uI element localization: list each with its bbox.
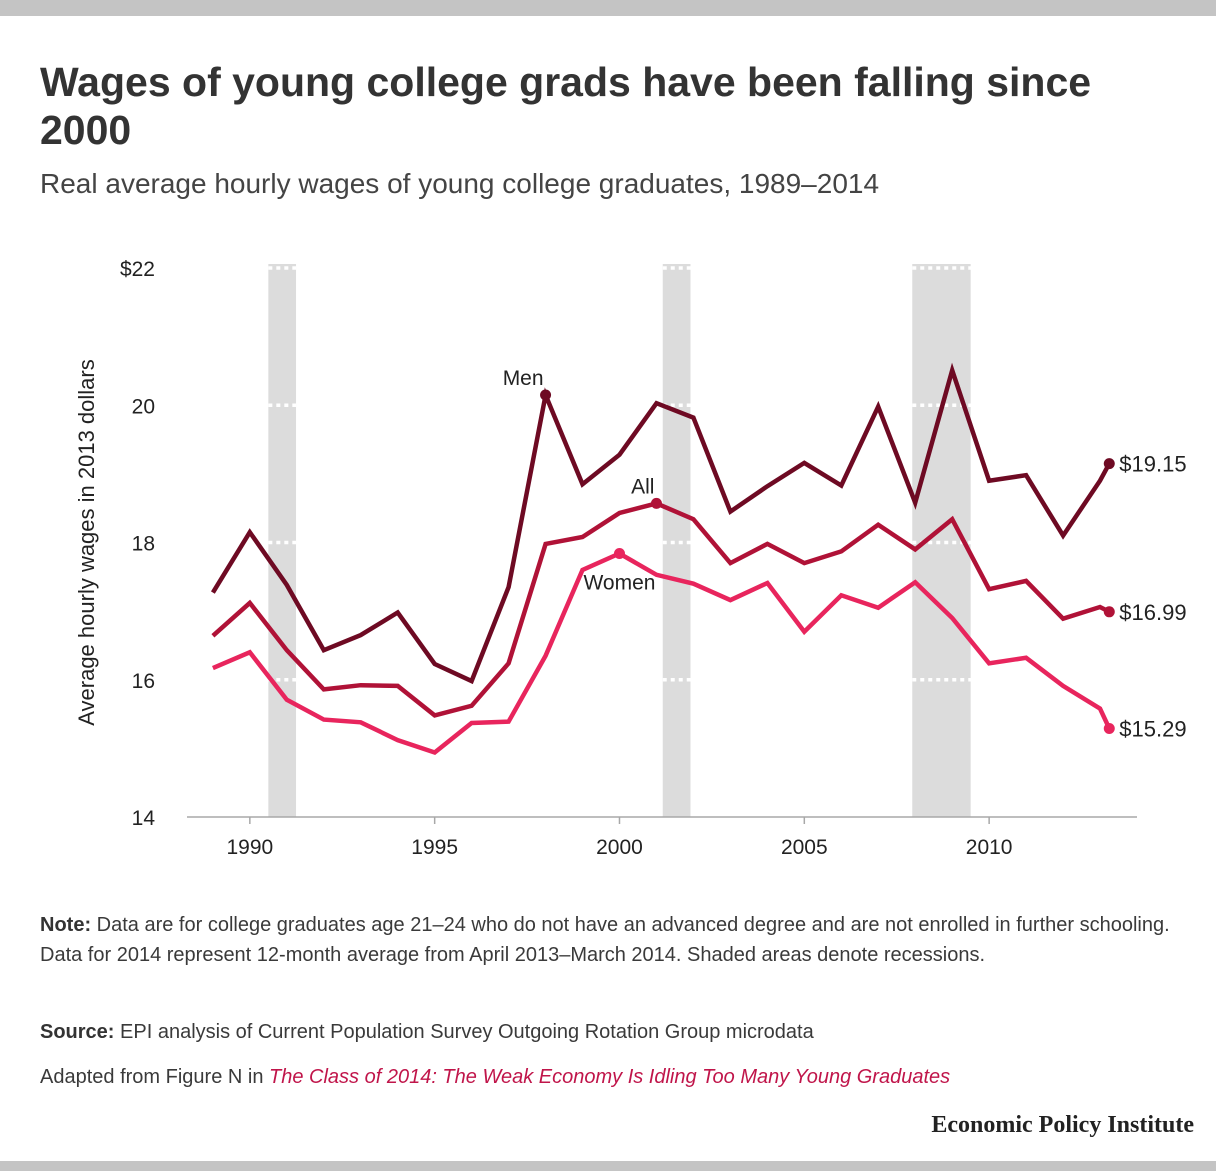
chart-source: Source: EPI analysis of Current Populati… [40,1017,1190,1047]
x-tick-label: 2000 [596,836,643,859]
series-label-all: All [631,475,654,498]
x-tick-label: 2005 [781,836,828,859]
series-line-all [211,501,1111,718]
series-marker-men [540,389,552,401]
recession-band-1 [662,264,691,817]
axes: $22 20 18 16 14 1990 1995 2000 2005 2010 [120,258,1137,859]
recession-bands [268,264,971,817]
end-value-label-women: $15.29 [1119,716,1186,741]
top-border [0,0,1216,16]
note-label: Note: [40,914,92,936]
recession-band-0 [268,264,297,817]
chart-note: Note: Data are for college graduates age… [40,910,1190,970]
report-link[interactable]: The Class of 2014: The Weak Economy Is I… [269,1066,951,1088]
series-marker-women [613,547,625,559]
series-line-men [210,362,1112,685]
x-tick-label: 1990 [226,836,273,859]
series-line-women [212,550,1112,756]
series-label-men: Men [503,367,544,390]
epi-logo-text: Economic Policy Institute [931,1112,1194,1138]
end-value-label-men: $19.15 [1119,452,1186,477]
series-label-women: Women [583,571,655,594]
series-marker-men [1103,458,1115,470]
y-axis-label: Average hourly wages in 2013 dollars [74,359,99,726]
series-lines: Men $19.15 All $16.99 Women $15.29 [210,362,1187,756]
note-text: Data are for college graduates age 21–24… [40,914,1170,966]
y-tick-label: 18 [132,533,155,556]
gridlines [260,266,979,682]
y-tick-label: 14 [132,807,156,830]
line-chart: $22 20 18 16 14 1990 1995 2000 2005 2010 Men $19.1… [74,258,1187,859]
y-tick-label: $22 [120,258,155,281]
series-marker-all [1103,606,1115,618]
bottom-border [0,1161,1216,1171]
adapted-from: Adapted from Figure N in The Class of 20… [40,1062,1190,1092]
series-marker-all [650,497,662,509]
source-text: EPI analysis of Current Population Surve… [114,1021,814,1043]
x-tick-label: 1995 [411,836,458,859]
end-value-label-all: $16.99 [1119,600,1186,625]
adapted-prefix: Adapted from Figure N in [40,1066,269,1088]
series-marker-women [1103,722,1115,734]
y-tick-label: 20 [132,395,155,418]
chart-title: Wages of young college grads have been f… [40,59,1092,153]
y-tick-label: 16 [132,670,155,693]
chart-subtitle: Real average hourly wages of young colle… [40,168,880,199]
x-tick-label: 2010 [966,836,1013,859]
source-label: Source: [40,1021,115,1043]
